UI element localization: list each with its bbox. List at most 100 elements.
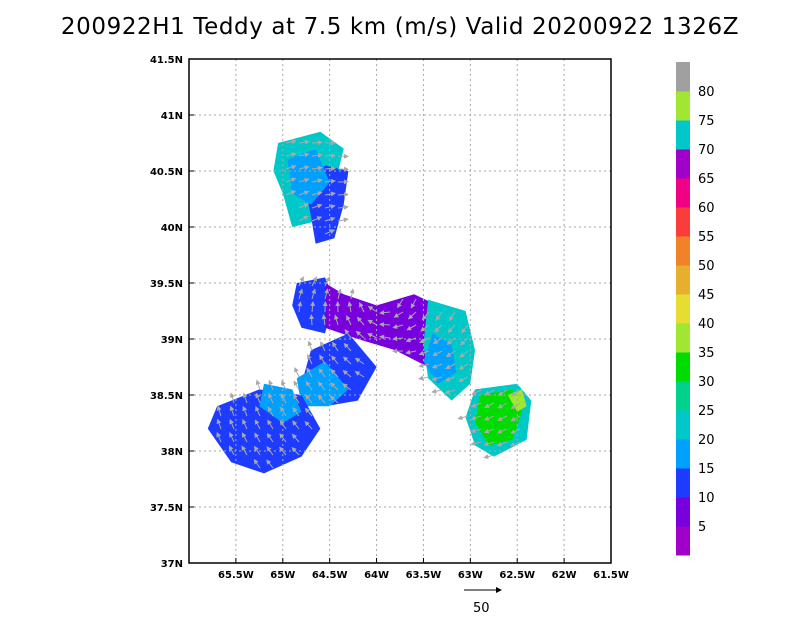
wind-vector [311, 203, 323, 209]
reference-vector-label: 50 [473, 601, 490, 616]
colorbar-label: 30 [698, 375, 715, 390]
wind-vector [324, 229, 336, 235]
plot-frame [188, 58, 612, 564]
wind-vector [470, 402, 482, 408]
wind-vector [317, 394, 326, 404]
wind-vector [354, 357, 365, 365]
wind-vector [285, 152, 297, 157]
y-tick-label: 40.5N [150, 167, 183, 178]
wind-vector [483, 454, 495, 459]
wind-vector [342, 383, 352, 391]
wind-vector [298, 165, 310, 171]
wind-vector [435, 311, 443, 321]
wind-vector [337, 288, 342, 300]
colorbar-label: 60 [698, 201, 715, 216]
wind-vector [241, 432, 248, 443]
wind-vector [444, 376, 456, 382]
colorbar-swatch [676, 381, 690, 411]
wind-vector [307, 353, 313, 365]
wind-vector [254, 432, 261, 443]
wind-vector [445, 350, 456, 357]
wind-vector [305, 380, 313, 391]
colorbar-swatch [676, 439, 690, 469]
wind-vector [433, 324, 443, 333]
wind-vector [268, 379, 274, 391]
y-tick-label: 40N [161, 223, 183, 234]
wind-vector [317, 381, 326, 391]
wind-vector [298, 288, 304, 300]
y-tick-label: 37.5N [150, 503, 183, 514]
chart-title: 200922H1 Teddy at 7.5 km (m/s) Valid 202… [60, 14, 740, 40]
wind-vector [432, 350, 443, 356]
wind-vector [483, 441, 495, 447]
wind-vector [285, 164, 297, 170]
wind-vector [279, 446, 287, 456]
wind-vector [320, 341, 326, 352]
wind-vector [470, 415, 482, 421]
region-north-core [287, 148, 330, 205]
x-axis: 65.5W 65W 64.5W 64W 63.5W 63W 62.5W 62W 61.5W [218, 558, 629, 581]
wind-vector [342, 369, 352, 378]
wind-vector [342, 356, 352, 365]
wind-vector [471, 389, 482, 395]
wind-vector [496, 428, 508, 434]
colorbar-label: 10 [698, 491, 715, 506]
wind-vector [311, 140, 323, 146]
wind-vector [397, 298, 404, 309]
wind-vector [324, 276, 331, 287]
wind-vector [266, 432, 274, 443]
colorbar-swatch [676, 91, 690, 121]
wind-vector [292, 407, 300, 417]
wind-vector [367, 319, 378, 326]
colorbar-swatch [676, 352, 690, 382]
wind-vector [311, 165, 323, 171]
x-tick-label: 64.5W [312, 570, 348, 581]
wind-vector [483, 428, 495, 434]
x-tick-label: 63W [458, 570, 483, 581]
wind-vector [298, 276, 304, 287]
wind-vector [229, 405, 235, 417]
colorbar-label: 80 [698, 85, 715, 100]
x-tick-label: 64W [364, 570, 389, 581]
x-tick-label: 62.5W [499, 570, 535, 581]
wind-vector [343, 342, 352, 352]
wind-vector [331, 355, 339, 365]
colorbar-label: 55 [698, 230, 715, 245]
wind-vector [356, 316, 365, 326]
wind-vector [346, 315, 352, 326]
wind-vector [298, 203, 310, 209]
wind-vector [216, 418, 222, 430]
wind-vector [410, 298, 417, 309]
wind-vector [330, 368, 339, 378]
wind-vector [354, 371, 365, 378]
wind-vector [510, 402, 521, 409]
wind-vector [510, 428, 521, 434]
wind-vector [333, 314, 339, 326]
y-tick-label: 38N [161, 447, 183, 458]
wind-vector [266, 459, 274, 469]
wind-vector [444, 389, 456, 395]
wind-vector [255, 392, 261, 404]
wind-vector [337, 204, 349, 210]
colorbar-swatch [676, 62, 690, 92]
colorbar-swatch [676, 323, 690, 353]
colorbar-label: 65 [698, 172, 715, 187]
wind-vector [509, 441, 521, 447]
wind-vector [311, 216, 323, 222]
wind-vector [304, 407, 313, 417]
wind-vector [497, 415, 508, 421]
wind-vector-field [216, 139, 521, 469]
wind-vector [324, 204, 336, 210]
wind-vector [329, 395, 339, 404]
wind-vector [407, 311, 417, 320]
wind-vector [431, 388, 443, 394]
wind-vector [431, 376, 443, 382]
wind-vector [458, 376, 469, 382]
wind-vector [285, 139, 297, 145]
wind-vector [379, 334, 391, 340]
wind-vector [418, 375, 430, 381]
wind-vector [280, 393, 287, 404]
colorbar-label: 70 [698, 143, 715, 158]
wind-vector [291, 433, 300, 443]
